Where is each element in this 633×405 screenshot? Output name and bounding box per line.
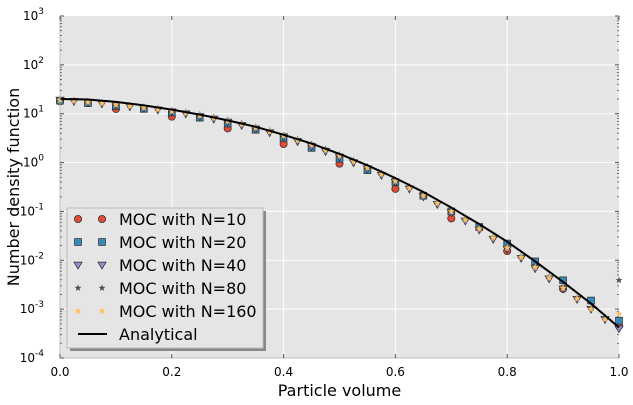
legend-marker xyxy=(74,214,83,223)
data-point xyxy=(350,157,357,165)
legend-label: MOC with N=160 xyxy=(119,302,257,321)
legend-label: MOC with N=40 xyxy=(119,256,246,275)
legend-marker xyxy=(98,307,106,314)
data-point xyxy=(433,199,441,207)
legend-marker xyxy=(73,261,83,270)
data-point xyxy=(601,315,609,323)
data-point xyxy=(489,234,497,241)
data-point xyxy=(614,325,624,334)
y-tick-label: 101 xyxy=(23,105,44,121)
data-point xyxy=(70,97,78,104)
x-tick-label: 0.6 xyxy=(386,365,405,379)
data-point xyxy=(419,192,427,199)
x-axis-ticks: 0.0 0.2 0.4 0.6 0.8 1.0 xyxy=(50,16,629,379)
legend-marker xyxy=(98,214,107,223)
data-point xyxy=(140,104,148,111)
data-point xyxy=(573,294,581,302)
legend-marker xyxy=(74,284,82,291)
x-tick-label: 1.0 xyxy=(609,365,628,379)
legend-entry: MOC with N=160 xyxy=(74,302,257,321)
data-point xyxy=(461,216,469,223)
y-tick-label: 10-4 xyxy=(20,349,45,365)
legend: MOC with N=10 MOC with N=20 MOC with N=40 M… xyxy=(66,207,266,351)
legend-marker xyxy=(97,261,107,270)
data-point xyxy=(517,253,525,261)
x-axis-title: Particle volume xyxy=(278,381,401,400)
legend-entry: MOC with N=40 xyxy=(73,256,246,275)
legend-label: MOC with N=80 xyxy=(119,279,246,298)
series-6 xyxy=(59,98,620,329)
data-point xyxy=(168,107,176,115)
legend-entry: MOC with N=80 xyxy=(74,279,246,298)
data-point xyxy=(475,225,483,232)
legend-marker xyxy=(74,238,82,246)
x-tick-label: 0.8 xyxy=(498,365,517,379)
data-point xyxy=(112,101,120,108)
legend-entry: MOC with N=10 xyxy=(74,210,246,229)
data-point xyxy=(336,152,343,159)
data-point xyxy=(364,163,371,171)
legend-label: MOC with N=10 xyxy=(119,210,246,229)
data-point xyxy=(615,310,623,317)
data-point xyxy=(531,263,539,271)
legend-entry: MOC with N=20 xyxy=(74,233,246,252)
x-tick-label: 0.2 xyxy=(162,365,181,379)
x-tick-label: 0.4 xyxy=(274,365,293,379)
data-point xyxy=(154,105,162,113)
legend-marker xyxy=(74,307,82,314)
data-point xyxy=(378,170,385,178)
legend-entry: Analytical xyxy=(78,325,198,344)
series-5 xyxy=(56,96,623,323)
data-point xyxy=(503,244,511,251)
y-axis-title: Number density function xyxy=(4,88,23,286)
data-point xyxy=(615,316,623,325)
y-tick-label: 10-3 xyxy=(20,300,44,316)
y-tick-label: 10-1 xyxy=(20,202,44,218)
legend-label: Analytical xyxy=(119,325,198,344)
y-axis-ticks: 10-4 10-3 10-2 10-1 100 101 102 103 xyxy=(20,7,64,365)
x-tick-label: 0.0 xyxy=(50,365,69,379)
data-point xyxy=(545,274,553,281)
data-point xyxy=(559,284,567,291)
legend-marker xyxy=(98,284,106,291)
y-tick-label: 103 xyxy=(23,7,44,23)
data-point xyxy=(84,98,92,105)
data-point xyxy=(447,207,455,215)
legend-label: MOC with N=20 xyxy=(119,233,246,252)
data-point xyxy=(405,184,413,192)
data-point xyxy=(391,177,399,184)
data-point xyxy=(615,276,623,284)
y-tick-label: 102 xyxy=(23,56,44,72)
data-point xyxy=(126,102,134,110)
y-tick-label: 10-2 xyxy=(20,251,44,267)
data-point xyxy=(587,305,595,313)
analytical-line xyxy=(59,98,620,329)
data-point xyxy=(98,99,106,107)
series-layer xyxy=(55,16,624,359)
legend-marker xyxy=(98,238,106,246)
legend-box xyxy=(66,207,264,349)
y-tick-label: 100 xyxy=(23,154,44,170)
